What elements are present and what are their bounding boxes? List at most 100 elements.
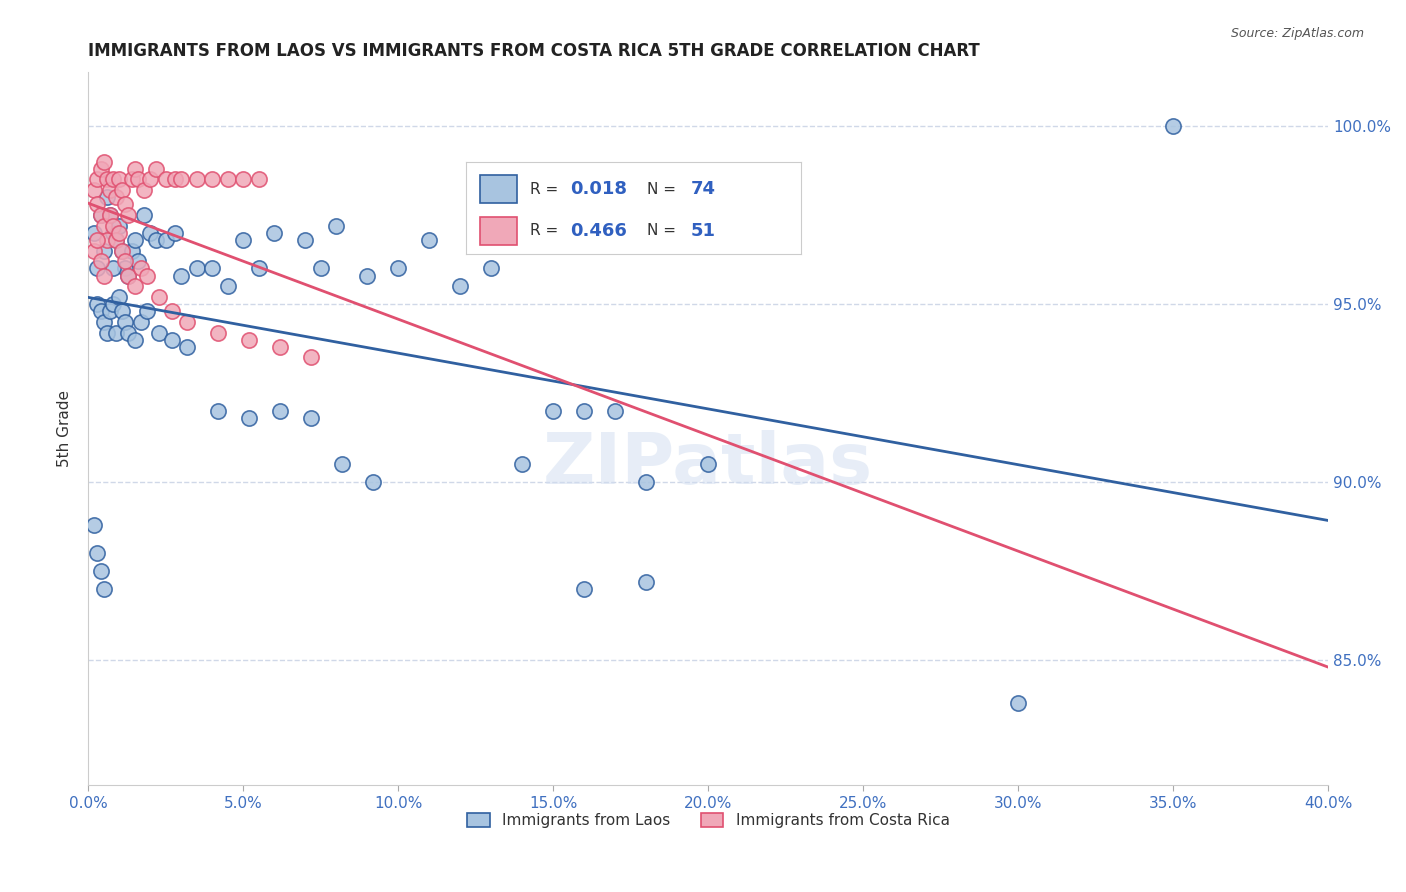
- Point: [238, 333, 260, 347]
- Point: [108, 290, 131, 304]
- Point: [145, 161, 167, 176]
- Point: [238, 411, 260, 425]
- Point: [90, 254, 112, 268]
- Text: IMMIGRANTS FROM LAOS VS IMMIGRANTS FROM COSTA RICA 5TH GRADE CORRELATION CHART: IMMIGRANTS FROM LAOS VS IMMIGRANTS FROM …: [89, 42, 980, 60]
- Point: [90, 304, 112, 318]
- Point: [90, 208, 112, 222]
- Point: [111, 244, 134, 258]
- Point: [96, 172, 118, 186]
- Legend: Immigrants from Laos, Immigrants from Costa Rica: Immigrants from Laos, Immigrants from Co…: [461, 807, 956, 835]
- Point: [217, 172, 239, 186]
- Point: [186, 172, 208, 186]
- Point: [86, 233, 108, 247]
- Point: [139, 226, 162, 240]
- Point: [114, 315, 136, 329]
- Point: [217, 279, 239, 293]
- Point: [96, 190, 118, 204]
- Point: [247, 172, 270, 186]
- Point: [114, 197, 136, 211]
- Point: [136, 268, 159, 283]
- Point: [98, 208, 121, 222]
- Point: [101, 297, 124, 311]
- Point: [1161, 119, 1184, 133]
- Point: [232, 233, 254, 247]
- Point: [127, 254, 149, 268]
- Point: [605, 404, 627, 418]
- Point: [105, 190, 128, 204]
- Point: [269, 404, 291, 418]
- Point: [86, 297, 108, 311]
- Point: [356, 268, 378, 283]
- Point: [117, 326, 139, 340]
- Point: [101, 226, 124, 240]
- Point: [86, 172, 108, 186]
- Point: [124, 333, 146, 347]
- Point: [121, 244, 143, 258]
- Point: [83, 183, 105, 197]
- Point: [105, 233, 128, 247]
- Point: [93, 582, 115, 596]
- Point: [170, 268, 193, 283]
- Point: [232, 172, 254, 186]
- Point: [269, 340, 291, 354]
- Point: [98, 208, 121, 222]
- Point: [129, 315, 152, 329]
- Point: [510, 458, 533, 472]
- Point: [90, 161, 112, 176]
- Point: [86, 546, 108, 560]
- Point: [129, 261, 152, 276]
- Point: [93, 154, 115, 169]
- Point: [83, 518, 105, 533]
- Point: [309, 261, 332, 276]
- Point: [101, 219, 124, 233]
- Point: [114, 254, 136, 268]
- Point: [207, 326, 229, 340]
- Point: [124, 279, 146, 293]
- Point: [132, 183, 155, 197]
- Point: [96, 326, 118, 340]
- Point: [387, 261, 409, 276]
- Point: [160, 304, 183, 318]
- Point: [86, 261, 108, 276]
- Point: [93, 219, 115, 233]
- Point: [330, 458, 353, 472]
- Point: [139, 172, 162, 186]
- Point: [93, 315, 115, 329]
- Point: [299, 411, 322, 425]
- Point: [98, 183, 121, 197]
- Point: [299, 351, 322, 365]
- Point: [98, 304, 121, 318]
- Point: [127, 172, 149, 186]
- Point: [136, 304, 159, 318]
- Point: [247, 261, 270, 276]
- Point: [105, 326, 128, 340]
- Point: [121, 172, 143, 186]
- Point: [124, 233, 146, 247]
- Point: [124, 161, 146, 176]
- Point: [108, 172, 131, 186]
- Point: [572, 404, 595, 418]
- Point: [117, 268, 139, 283]
- Point: [132, 208, 155, 222]
- Point: [160, 333, 183, 347]
- Point: [145, 233, 167, 247]
- Point: [207, 404, 229, 418]
- Point: [117, 268, 139, 283]
- Point: [148, 290, 170, 304]
- Point: [86, 197, 108, 211]
- Point: [263, 226, 285, 240]
- Point: [105, 233, 128, 247]
- Point: [83, 226, 105, 240]
- Point: [111, 304, 134, 318]
- Point: [697, 458, 720, 472]
- Point: [83, 244, 105, 258]
- Point: [163, 226, 186, 240]
- Point: [155, 172, 177, 186]
- Text: Source: ZipAtlas.com: Source: ZipAtlas.com: [1230, 27, 1364, 40]
- Point: [114, 261, 136, 276]
- Point: [155, 233, 177, 247]
- Point: [148, 326, 170, 340]
- Point: [101, 261, 124, 276]
- Point: [636, 475, 658, 490]
- Point: [93, 244, 115, 258]
